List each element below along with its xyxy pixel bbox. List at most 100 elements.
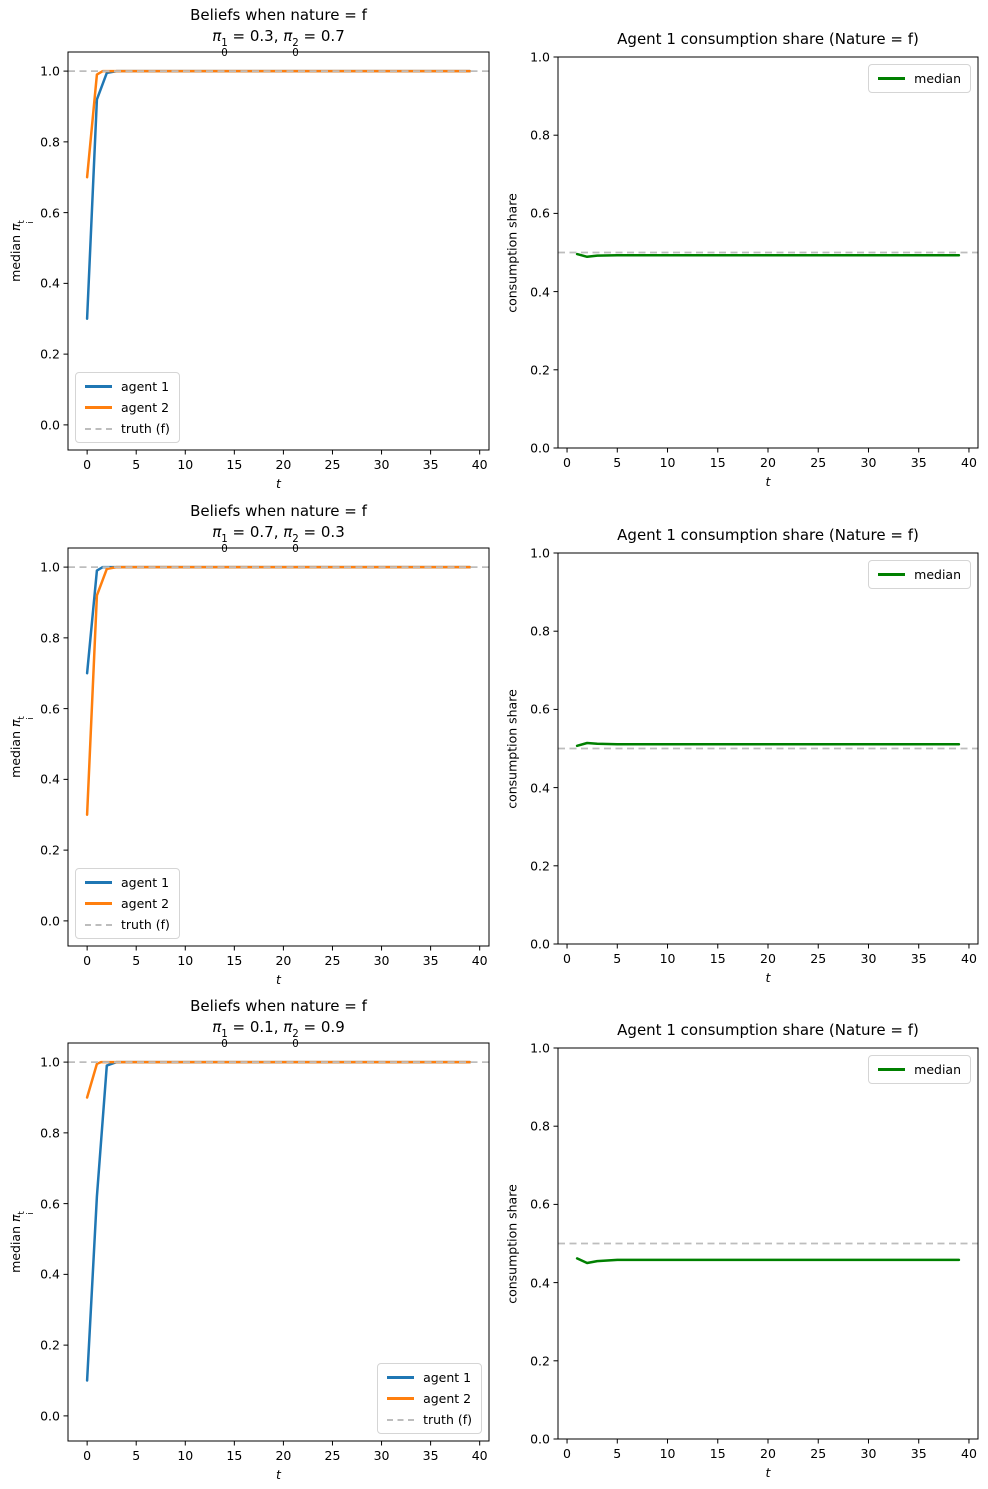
consumption-row3-y-tick-label: 0.0 — [530, 1431, 550, 1447]
beliefs-row2-y-tick-label: 0.6 — [40, 701, 60, 717]
text-token: = 0.7 — [298, 27, 345, 45]
consumption-row3-xaxis-label: t — [766, 1465, 771, 1480]
beliefs-row1-x-tick-label: 25 — [324, 457, 341, 472]
chart-consumption-row1 — [553, 56, 979, 453]
beliefs-row3-xaxis-label: t — [276, 1467, 281, 1482]
beliefs-row1-x-tick-label: 40 — [471, 457, 488, 472]
title-line: Agent 1 consumption share (Nature = f) — [617, 1021, 919, 1039]
consumption-row2-legend: median — [868, 560, 971, 589]
legend-label: median — [914, 1062, 961, 1077]
consumption-row2-y-tick-label: 1.0 — [530, 545, 550, 561]
consumption-row2-y-tick-label: 0.6 — [530, 701, 550, 717]
consumption-row3-x-tick-label: 0 — [563, 1446, 572, 1461]
text-token: t — [276, 1467, 281, 1482]
beliefs-row2-y-tick-label: 0.2 — [40, 842, 60, 858]
beliefs-row2-x-tick-label: 20 — [275, 953, 292, 968]
consumption-row2-y-tick-label: 0.2 — [530, 858, 550, 874]
consumption-row3-x-tick-label: 10 — [659, 1446, 676, 1461]
consumption-row2-x-tick-label: 0 — [563, 951, 572, 966]
legend-line-sample — [387, 1397, 415, 1400]
consumption-row2-x-tick-label: 40 — [961, 951, 977, 966]
beliefs-row1-y-tick-label: 0.2 — [40, 346, 60, 362]
consumption-row1-series-median — [575, 252, 961, 259]
legend-item: median — [878, 1061, 961, 1078]
consumption-row1-y-tick-label: 0.6 — [530, 205, 550, 221]
legend-item: agent 1 — [85, 378, 170, 395]
beliefs-row2-x-tick-label: 0 — [83, 953, 92, 968]
legend-item: agent 1 — [387, 1369, 472, 1386]
beliefs-row1-x-tick-label: 5 — [132, 457, 141, 472]
beliefs-row1-y-tick-label: 0.8 — [40, 134, 60, 150]
legend-label: agent 1 — [121, 379, 170, 394]
consumption-row1-x-tick-label: 15 — [709, 455, 726, 470]
consumption-row1-xaxis-label: t — [766, 474, 771, 489]
beliefs-row2-x-tick-label: 30 — [373, 953, 390, 968]
beliefs-row3-x-tick-label: 25 — [324, 1448, 341, 1463]
beliefs-row1-x-tick-label: 30 — [373, 457, 390, 472]
legend-item: truth (f) — [387, 1411, 472, 1428]
legend-label: truth (f) — [121, 421, 170, 436]
math-symbol: π — [212, 27, 222, 45]
beliefs-row3-x-tick-label: 20 — [275, 1448, 292, 1463]
text-token: t — [276, 972, 281, 987]
text-token: median — [8, 727, 24, 778]
legend-label: agent 2 — [121, 896, 170, 911]
math-symbol: π — [212, 1018, 222, 1036]
beliefs-row1-y-tick-label: 1.0 — [40, 63, 60, 79]
beliefs-row3-series-agent-2 — [85, 1060, 472, 1099]
consumption-row3-title: Agent 1 consumption share (Nature = f) — [617, 1020, 919, 1041]
consumption-row3-x-tick-label: 25 — [810, 1446, 827, 1461]
beliefs-row2-x-tick-label: 10 — [177, 953, 194, 968]
beliefs-row1-legend: agent 1 agent 2 truth (f) — [75, 372, 180, 443]
legend-line-sample — [85, 427, 112, 430]
beliefs-row3-y-tick-label: 0.2 — [40, 1337, 60, 1353]
legend-line-sample — [387, 1376, 415, 1379]
consumption-row2-y-tick-label: 0.4 — [530, 780, 550, 796]
chart-beliefs-row1 — [63, 51, 490, 455]
consumption-row3-x-tick-label: 5 — [613, 1446, 622, 1461]
legend-item: agent 2 — [85, 895, 170, 912]
consumption-row1-x-tick-label: 10 — [659, 455, 676, 470]
consumption-row2-title: Agent 1 consumption share (Nature = f) — [617, 525, 919, 546]
consumption-row1-x-tick-label: 0 — [563, 455, 572, 470]
legend-label: agent 2 — [423, 1391, 472, 1406]
consumption-row2-y-tick-label: 0.0 — [530, 936, 550, 952]
legend-label: median — [914, 567, 961, 582]
legend-item: median — [878, 70, 961, 87]
consumption-row3-x-tick-label: 40 — [961, 1446, 977, 1461]
beliefs-row3-axes-spines — [67, 1042, 490, 1442]
consumption-row3-series-median — [575, 1257, 961, 1265]
consumption-row3-y-tick-label: 0.6 — [530, 1196, 550, 1212]
beliefs-row3-x-tick-label: 40 — [471, 1448, 488, 1463]
consumption-row2-x-tick-label: 20 — [760, 951, 776, 966]
beliefs-row1-x-tick-label: 0 — [83, 457, 92, 472]
math-symbol: π — [283, 1018, 293, 1036]
beliefs-row1-series-agent-2 — [85, 69, 472, 179]
beliefs-row2-y-tick-label: 0.0 — [40, 913, 60, 929]
text-token: = 0.3 — [298, 523, 345, 541]
consumption-row1-x-tick-label: 5 — [613, 455, 622, 470]
consumption-row2-x-tick-label: 15 — [709, 951, 726, 966]
consumption-row2-x-tick-label: 30 — [860, 951, 877, 966]
text-token: t — [765, 970, 771, 985]
beliefs-row1-xaxis-label: t — [276, 476, 281, 491]
consumption-row3-x-tick-label: 35 — [910, 1446, 927, 1461]
beliefs-row3-y-tick-label: 0.8 — [40, 1125, 60, 1141]
consumption-row1-y-tick-label: 0.4 — [530, 284, 550, 300]
consumption-row3-x-tick-label: 30 — [860, 1446, 877, 1461]
beliefs-row2-xaxis-label: t — [276, 972, 281, 987]
consumption-row1-x-tick-label: 40 — [961, 455, 977, 470]
consumption-row1-x-tick-label: 35 — [910, 455, 927, 470]
legend-item: truth (f) — [85, 916, 170, 933]
consumption-row2-yaxis-label: consumption share — [505, 689, 520, 809]
legend-line-sample — [387, 1418, 415, 1421]
consumption-row3-y-tick-label: 0.2 — [530, 1353, 550, 1369]
beliefs-row3-series-agent-1 — [85, 1060, 472, 1382]
beliefs-row2-x-tick-label: 35 — [422, 953, 439, 968]
legend-line-sample — [85, 881, 112, 884]
